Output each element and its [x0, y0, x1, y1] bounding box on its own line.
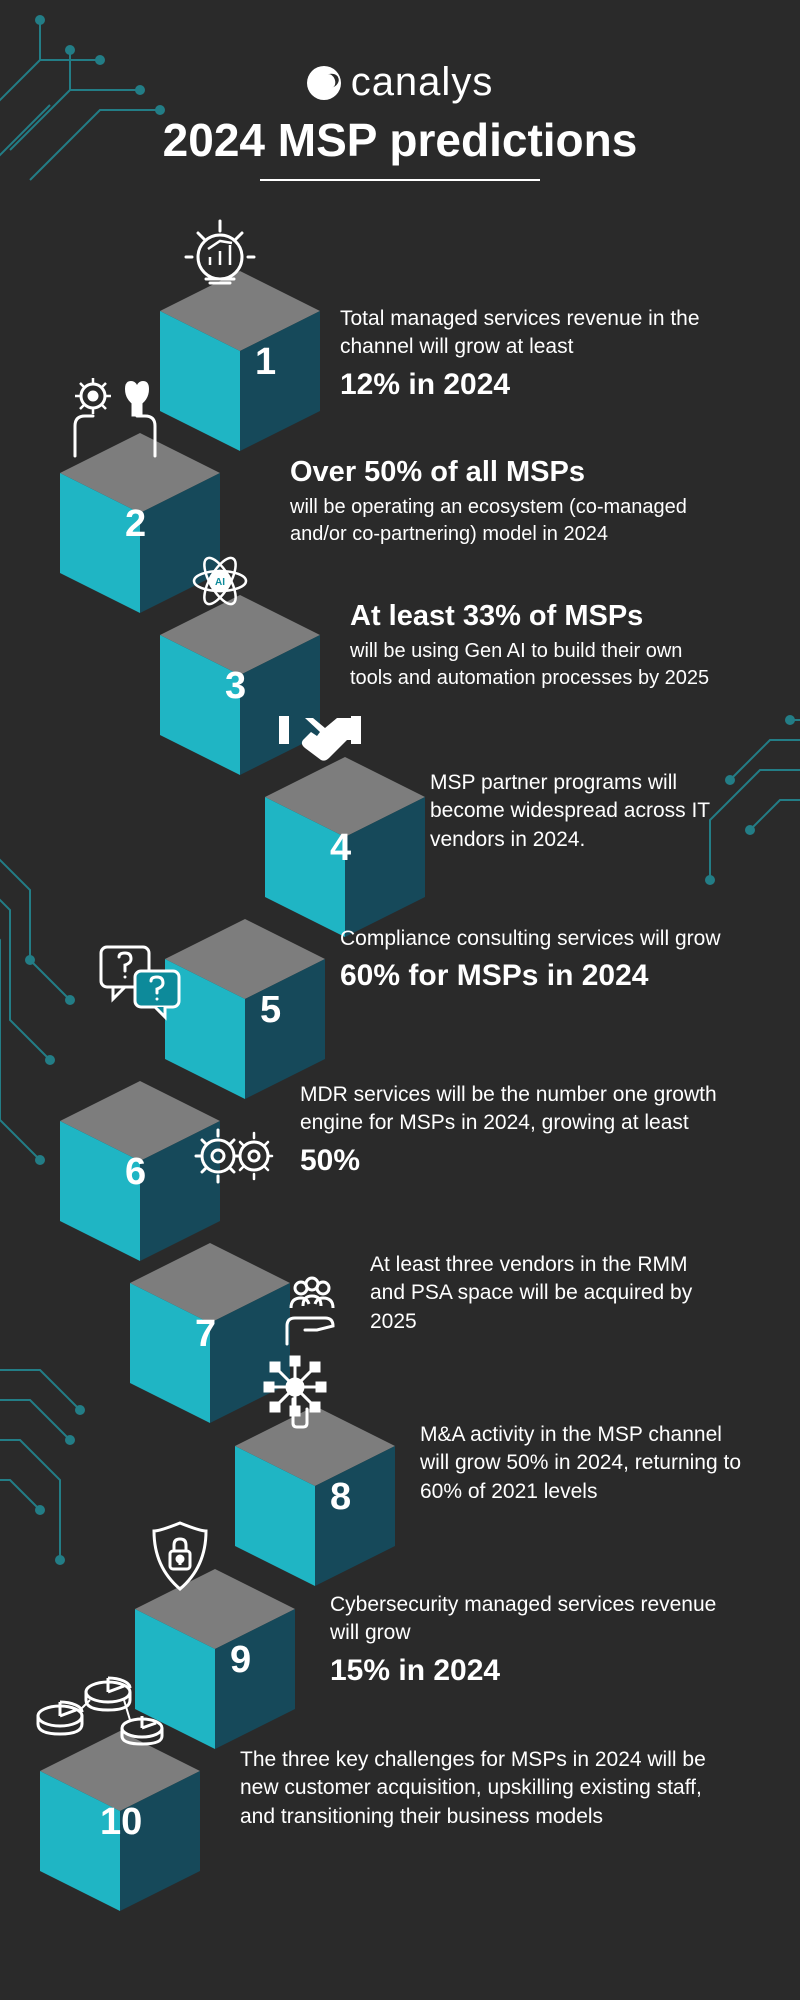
step-cube-1 — [160, 271, 320, 451]
step-number-6: 6 — [125, 1151, 146, 1194]
svg-text:AI: AI — [215, 577, 225, 588]
shield-lock-icon — [140, 1517, 220, 1602]
step-number-8: 8 — [330, 1476, 351, 1519]
step-text-9: Cybersecurity managed services revenue w… — [330, 1591, 730, 1688]
people-hand-icon — [275, 1276, 350, 1356]
step-lead: Cybersecurity managed services revenue w… — [330, 1591, 730, 1648]
step-lead: The three key challenges for MSPs in 202… — [240, 1746, 710, 1831]
step-number-10: 10 — [100, 1801, 142, 1844]
step-sub: will be using Gen AI to build their own … — [350, 638, 730, 692]
gears-icon — [190, 1121, 280, 1196]
step-lead: M&A activity in the MSP channel will gro… — [420, 1421, 750, 1506]
step-text-5: Compliance consulting services will grow… — [340, 925, 740, 993]
step-text-8: M&A activity in the MSP channel will gro… — [420, 1421, 750, 1506]
step-number-4: 4 — [330, 827, 351, 870]
brand-logo: canalys — [307, 60, 494, 105]
step-cube-5 — [165, 919, 325, 1099]
step-text-2: Over 50% of all MSPs will be operating an… — [290, 455, 700, 548]
question-bubbles-icon — [95, 941, 185, 1026]
pie-network-icon — [30, 1646, 170, 1761]
step-big: 15% in 2024 — [330, 1654, 730, 1688]
page-title: 2024 MSP predictions — [20, 113, 780, 167]
step-big: 60% for MSPs in 2024 — [340, 959, 740, 993]
step-text-4: MSP partner programs will become widespr… — [430, 769, 750, 854]
hands-gears-icon — [55, 371, 175, 466]
step-headline: At least 33% of MSPs — [350, 599, 730, 634]
step-lead: Compliance consulting services will grow — [340, 925, 740, 953]
step-lead: Total managed services revenue in the ch… — [340, 305, 700, 362]
title-underline — [260, 179, 540, 181]
step-lead: MSP partner programs will become widespr… — [430, 769, 750, 854]
step-text-3: At least 33% of MSPs will be using Gen AI… — [350, 599, 730, 692]
step-sub: will be operating an ecosystem (co-manag… — [290, 494, 700, 548]
step-text-7: At least three vendors in the RMM and PS… — [370, 1251, 710, 1336]
step-number-9: 9 — [230, 1639, 251, 1682]
step-text-1: Total managed services revenue in the ch… — [340, 305, 700, 402]
step-number-5: 5 — [260, 989, 281, 1032]
step-headline: Over 50% of all MSPs — [290, 455, 700, 490]
step-big: 50% — [300, 1144, 720, 1178]
step-big: 12% in 2024 — [340, 368, 700, 402]
atom-ai-icon: AI — [190, 551, 250, 616]
brand-logo-icon — [307, 66, 341, 100]
crystal-chart-icon — [180, 213, 260, 298]
step-number-3: 3 — [225, 665, 246, 708]
step-number-1: 1 — [255, 341, 276, 384]
brand-name: canalys — [351, 60, 494, 105]
step-number-2: 2 — [125, 503, 146, 546]
step-number-7: 7 — [195, 1313, 216, 1356]
step-lead: At least three vendors in the RMM and PS… — [370, 1251, 710, 1336]
handshake-icon — [275, 706, 365, 771]
step-text-10: The three key challenges for MSPs in 202… — [240, 1746, 710, 1831]
network-touch-icon — [255, 1351, 335, 1436]
step-lead: MDR services will be the number one grow… — [300, 1081, 720, 1138]
step-text-6: MDR services will be the number one grow… — [300, 1081, 720, 1178]
